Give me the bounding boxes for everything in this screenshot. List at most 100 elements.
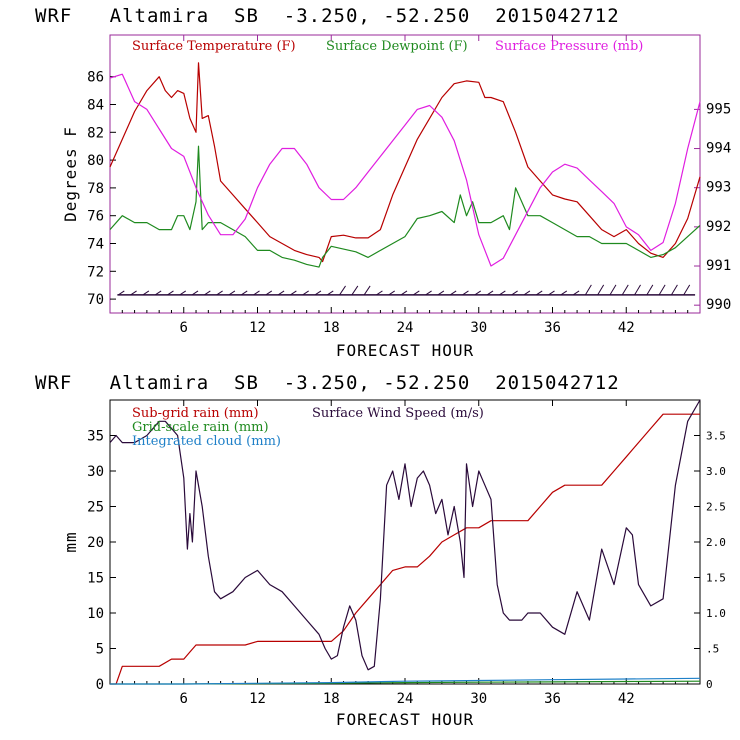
x-tick-label: 42 (618, 320, 635, 336)
wind-barb (339, 285, 346, 296)
y2-tick-label: 995 (706, 101, 731, 117)
wind-barb (584, 284, 592, 296)
bottom-x-axis-label: FORECAST HOUR (336, 710, 474, 729)
wind-barb (400, 290, 408, 296)
wind-barb (118, 290, 125, 296)
wind-barb (240, 290, 248, 296)
wind-barb (560, 290, 568, 296)
x-tick-label: 36 (544, 691, 561, 707)
y2-tick-label: 991 (706, 258, 731, 274)
wind-barb (142, 290, 150, 296)
wind-barb (670, 284, 678, 296)
y-tick-label: 20 (87, 535, 104, 551)
y-tick-label: 25 (87, 500, 104, 516)
wind-barb (314, 290, 322, 296)
bottom-panel: WRF Altamira SB -3.250, -52.250 20150427… (35, 372, 726, 729)
x-tick-label: 12 (249, 691, 266, 707)
legend-surface-dewpoint: Surface Dewpoint (F) (326, 39, 468, 54)
wind-barb (474, 290, 482, 296)
wind-barb (523, 290, 531, 296)
x-tick-label: 30 (470, 691, 487, 707)
y-tick-label: 5 (96, 642, 104, 658)
y2-tick-label: 1.0 (706, 607, 726, 620)
wind-barb (388, 290, 395, 296)
y2-tick-label: .5 (706, 643, 719, 656)
series-line-surface-temperature-f (109, 62, 701, 263)
x-tick-label: 18 (323, 320, 340, 336)
legend-subgrid-rain: Sub-grid rain (mm) (132, 406, 259, 421)
y-tick-label: 0 (96, 677, 104, 693)
legend-surface-pressure: Surface Pressure (mb) (495, 39, 643, 54)
wind-barbs (117, 284, 696, 296)
wind-barb (376, 290, 383, 296)
wind-barb (253, 290, 260, 296)
y2-tick-label: 1.5 (706, 572, 726, 585)
top-series (109, 62, 701, 268)
legend-surface-temperature: Surface Temperature (F) (132, 39, 296, 54)
legend-grid-scale-rain: Grid-scale rain (mm) (132, 420, 269, 435)
bottom-y-axis-label: mm (61, 531, 80, 552)
y2-tick-label: 994 (706, 141, 731, 157)
bottom-panel-title: WRF Altamira SB -3.250, -52.250 20150427… (35, 372, 620, 394)
top-y-axis-label: Degrees F (61, 126, 80, 222)
bottom-axis-ticks: 6 12 18 24 30 36 42 0 5 10 15 20 25 30 35 0 .5 1.0 1.5 2.0 2… (87, 400, 726, 707)
y-tick-label: 76 (87, 209, 104, 225)
wind-barb (351, 285, 359, 296)
y-tick-label: 70 (87, 292, 104, 308)
x-tick-label: 24 (397, 691, 414, 707)
wind-barb (548, 290, 555, 296)
y-tick-label: 30 (87, 464, 104, 480)
y2-tick-label: 3.5 (706, 430, 726, 443)
top-x-axis-label: FORECAST HOUR (336, 341, 474, 360)
y-tick-label: 84 (87, 98, 104, 114)
wind-barb (486, 290, 494, 296)
wind-barb (437, 290, 445, 296)
wind-barb (499, 290, 506, 296)
wind-barb (302, 290, 309, 296)
top-axis-ticks: 6 12 18 24 30 36 42 70 72 74 76 78 80 82 84 86 990 991 992… (87, 35, 731, 336)
y-tick-label: 10 (87, 606, 104, 622)
y-tick-label: 15 (87, 571, 104, 587)
y-tick-label: 80 (87, 153, 104, 169)
legend-integrated-cloud: Integrated cloud (mm) (132, 434, 281, 449)
x-tick-label: 36 (544, 320, 561, 336)
x-tick-label: 6 (180, 320, 188, 336)
wind-barb (658, 284, 666, 296)
wind-barb (646, 284, 654, 296)
x-tick-label: 30 (470, 320, 487, 336)
y2-tick-label: 3.0 (706, 465, 726, 478)
top-panel-title: WRF Altamira SB -3.250, -52.250 20150427… (35, 5, 620, 27)
wind-barb (290, 290, 297, 296)
wind-barb (326, 290, 334, 296)
wind-barb (265, 290, 273, 296)
x-tick-label: 6 (180, 691, 188, 707)
y-tick-label: 86 (87, 70, 104, 86)
top-panel: WRF Altamira SB -3.250, -52.250 20150427… (35, 5, 731, 360)
wind-barb (228, 290, 236, 296)
series-line-surface-wind-speed-m-s (109, 399, 701, 671)
y-tick-label: 74 (87, 237, 104, 253)
wind-barb (363, 285, 371, 296)
wind-barb (609, 284, 617, 296)
y2-tick-label: 992 (706, 219, 731, 235)
wind-barb (130, 290, 137, 296)
y2-tick-label: 2.0 (706, 536, 726, 549)
wind-barb (167, 290, 174, 296)
wind-barb (597, 284, 605, 296)
x-tick-label: 12 (249, 320, 266, 336)
wind-barb (634, 284, 641, 296)
wind-barb (572, 290, 580, 296)
y2-tick-label: 993 (706, 180, 731, 196)
wind-barb (462, 290, 469, 296)
wind-barb (535, 290, 543, 296)
series-line-surface-dewpoint-f (109, 145, 701, 268)
y2-tick-label: 0 (706, 678, 713, 691)
x-tick-label: 18 (323, 691, 340, 707)
bottom-series (109, 399, 701, 685)
y-tick-label: 78 (87, 181, 104, 197)
y-tick-label: 35 (87, 429, 104, 445)
wind-barb (425, 290, 432, 296)
wind-barb (216, 290, 223, 296)
legend-surface-wind-speed: Surface Wind Speed (m/s) (312, 406, 484, 421)
